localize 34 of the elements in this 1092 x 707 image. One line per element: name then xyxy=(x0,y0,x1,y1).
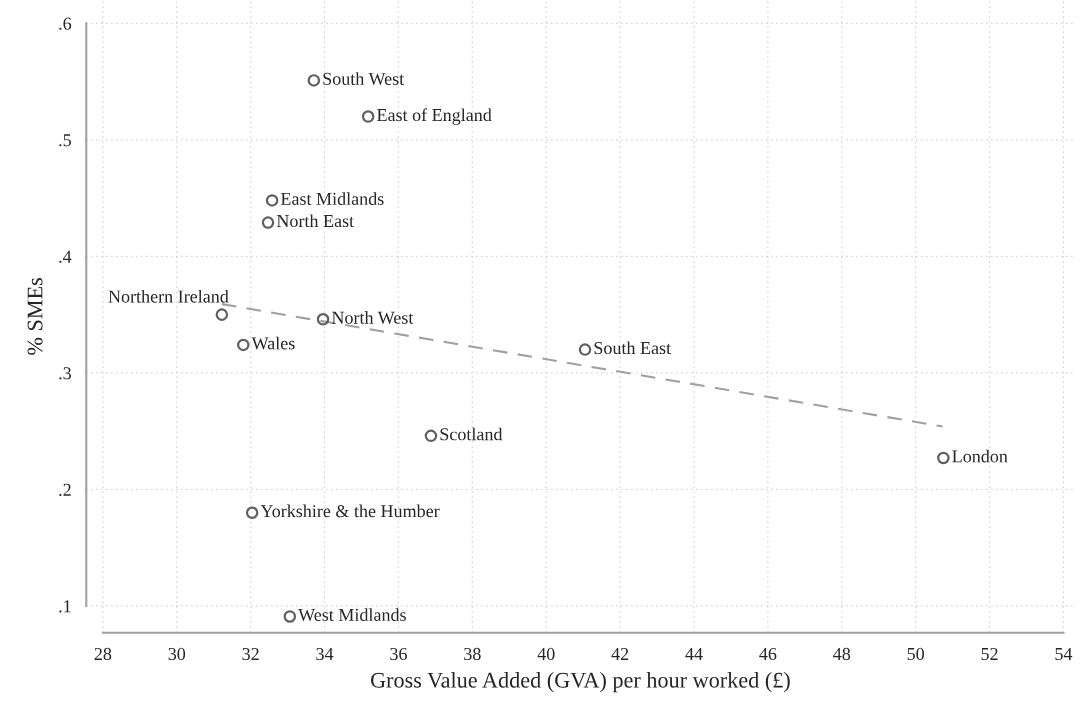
x-tick-label: 40 xyxy=(537,647,555,661)
annotation: South East xyxy=(594,341,671,355)
annotation: West Midlands xyxy=(298,608,406,622)
y-tick-label: .4 xyxy=(59,250,72,263)
x-tick-label: 52 xyxy=(981,647,998,661)
annotation: South West xyxy=(323,72,405,86)
x-tick-label: 54 xyxy=(1055,647,1073,661)
annotation: East of England xyxy=(377,108,492,125)
annotation: Northern Ireland xyxy=(108,289,229,303)
x-tick-label: 38 xyxy=(464,647,481,661)
y-tick-label: .1 xyxy=(59,600,71,613)
x-tick-label: 44 xyxy=(685,647,703,660)
y-tick-label: .2 xyxy=(59,483,71,496)
annotation: Yorkshire & the Humber xyxy=(260,504,440,518)
annotation: North East xyxy=(276,214,354,228)
annotation: North West xyxy=(331,311,414,324)
x-tick-label: 50 xyxy=(907,647,925,661)
annotation: Scotland xyxy=(440,427,503,441)
x-tick-label: 36 xyxy=(390,647,407,661)
y-axis-title: % SMEs xyxy=(27,277,43,355)
annotation: Wales xyxy=(251,336,295,350)
y-tick-label: .3 xyxy=(59,367,71,380)
y-tick-label: .5 xyxy=(59,134,71,147)
annotation: London xyxy=(952,449,1008,463)
x-tick-label: 48 xyxy=(833,647,851,661)
annotation: East Midlands xyxy=(280,192,384,205)
x-tick-label: 32 xyxy=(242,647,259,661)
x-tick-label: 42 xyxy=(611,647,629,660)
x-tick-label: 28 xyxy=(94,647,112,661)
x-tick-label: 46 xyxy=(759,647,777,661)
x-tick-label: 30 xyxy=(168,647,186,661)
x-tick-label: 34 xyxy=(316,647,334,661)
y-tick-label: .6 xyxy=(59,17,72,30)
x-axis-title: Gross Value Added (GVA) per hour worked (£) xyxy=(370,672,790,693)
